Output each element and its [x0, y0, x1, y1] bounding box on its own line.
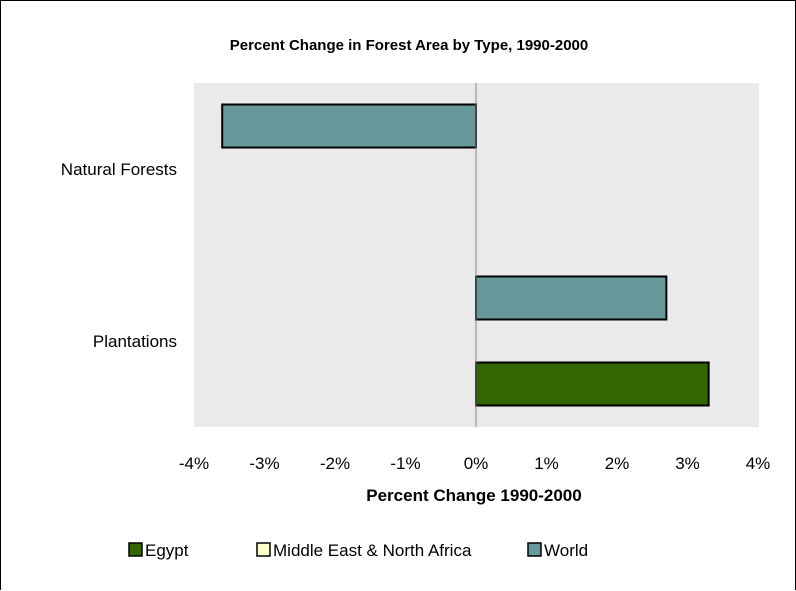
x-ticks-layer: -4% -3% -2% -1% 0% 1% 2% 3% 4% [179, 454, 770, 473]
x-tick-label: -3% [249, 454, 279, 473]
x-tick-label: -1% [390, 454, 420, 473]
legend-label: Middle East & North Africa [273, 541, 472, 560]
x-tick-label: 0% [464, 454, 489, 473]
bars-layer [221, 103, 710, 407]
legend-swatch [128, 542, 143, 557]
legend-item-egypt: Egypt [128, 541, 189, 560]
legend-label: World [544, 541, 588, 560]
x-tick-label: 3% [675, 454, 700, 473]
chart-title: Percent Change in Forest Area by Type, 1… [230, 37, 588, 54]
category-label-natural-forests: Natural Forests [61, 160, 177, 179]
x-tick-label: -4% [179, 454, 209, 473]
legend-swatch [256, 542, 271, 557]
x-tick-label: 4% [746, 454, 771, 473]
bar-world-natural-forests [221, 103, 477, 149]
legend-item-middle-east-north-africa: Middle East & North Africa [256, 541, 472, 560]
x-tick-label: 2% [605, 454, 630, 473]
legend-swatch [527, 542, 542, 557]
category-label-plantations: Plantations [93, 332, 177, 351]
x-axis-title: Percent Change 1990-2000 [366, 486, 581, 505]
legend: Egypt Middle East & North Africa World [128, 541, 588, 560]
legend-item-world: World [527, 541, 588, 560]
legend-label: Egypt [145, 541, 189, 560]
x-tick-label: 1% [534, 454, 559, 473]
category-labels-layer: Natural Forests Plantations [61, 160, 177, 351]
x-tick-label: -2% [320, 454, 350, 473]
bar-world-plantations [475, 275, 668, 321]
bar-egypt-plantations [475, 361, 710, 407]
